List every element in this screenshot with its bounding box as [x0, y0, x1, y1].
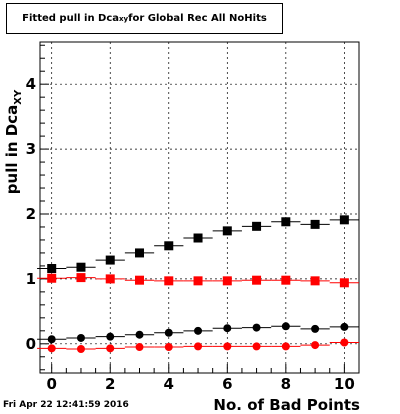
data-point-circle: [194, 326, 203, 335]
data-point-circle: [252, 342, 261, 351]
data-point-square: [47, 273, 57, 283]
y-tick-label: 0: [26, 335, 36, 353]
data-point-square: [135, 248, 145, 258]
data-point-square: [164, 241, 174, 251]
y-axis-label-subscript: XY: [13, 89, 24, 105]
data-point-square: [164, 276, 174, 286]
x-axis-label: No. of Bad Points: [213, 396, 360, 414]
data-point-circle: [76, 333, 85, 342]
data-point-square: [281, 275, 291, 285]
data-point-square: [222, 276, 232, 286]
data-point-square: [310, 276, 320, 286]
data-point-circle: [281, 342, 290, 351]
data-point-circle: [281, 322, 290, 331]
data-point-square: [76, 262, 86, 272]
data-point-circle: [76, 344, 85, 353]
data-point-circle: [135, 343, 144, 352]
data-point-circle: [47, 344, 56, 353]
data-point-square: [310, 219, 320, 229]
timestamp: Fri Apr 22 12:41:59 2016: [3, 400, 129, 410]
data-point-square: [76, 273, 86, 283]
x-tick-label: 10: [334, 375, 355, 393]
data-point-square: [193, 276, 203, 286]
plot-frame: [39, 41, 360, 374]
data-point-circle: [47, 335, 56, 344]
data-point-square: [47, 264, 57, 274]
data-point-circle: [164, 328, 173, 337]
data-point-square: [339, 278, 349, 288]
data-point-circle: [252, 323, 261, 332]
data-point-circle: [223, 342, 232, 351]
data-point-circle: [340, 338, 349, 347]
data-point-square: [135, 275, 145, 285]
x-tick-label: 6: [222, 375, 232, 393]
y-axis-label: pull in DcaXY: [3, 89, 24, 194]
x-tick-label: 8: [281, 375, 291, 393]
chart-title-prefix: Fitted pull in Dca: [22, 13, 120, 24]
data-point-square: [105, 274, 115, 284]
data-point-square: [193, 233, 203, 243]
data-point-square: [252, 221, 262, 231]
y-tick-label: 2: [26, 205, 36, 223]
x-tick-label: 0: [46, 375, 56, 393]
data-point-circle: [164, 343, 173, 352]
chart-title-suffix: for Global Rec All NoHits: [128, 13, 267, 24]
data-point-square: [252, 275, 262, 285]
y-tick-label: 1: [26, 270, 36, 288]
data-point-circle: [194, 342, 203, 351]
data-point-circle: [311, 341, 320, 350]
data-point-circle: [340, 322, 349, 331]
data-point-square: [339, 215, 349, 225]
y-tick-label: 3: [26, 140, 36, 158]
data-point-circle: [106, 344, 115, 353]
chart-title-subscript: xy: [119, 14, 129, 23]
data-point-square: [281, 217, 291, 227]
x-tick-label: 2: [105, 375, 115, 393]
data-point-circle: [106, 332, 115, 341]
data-point-square: [222, 226, 232, 236]
chart-title: Fitted pull in Dca xy for Global Rec All …: [6, 3, 283, 34]
x-tick-label: 4: [164, 375, 174, 393]
data-point-square: [105, 255, 115, 265]
y-tick-label: 4: [26, 75, 36, 93]
data-point-circle: [135, 330, 144, 339]
data-point-circle: [223, 324, 232, 333]
data-point-circle: [311, 324, 320, 333]
